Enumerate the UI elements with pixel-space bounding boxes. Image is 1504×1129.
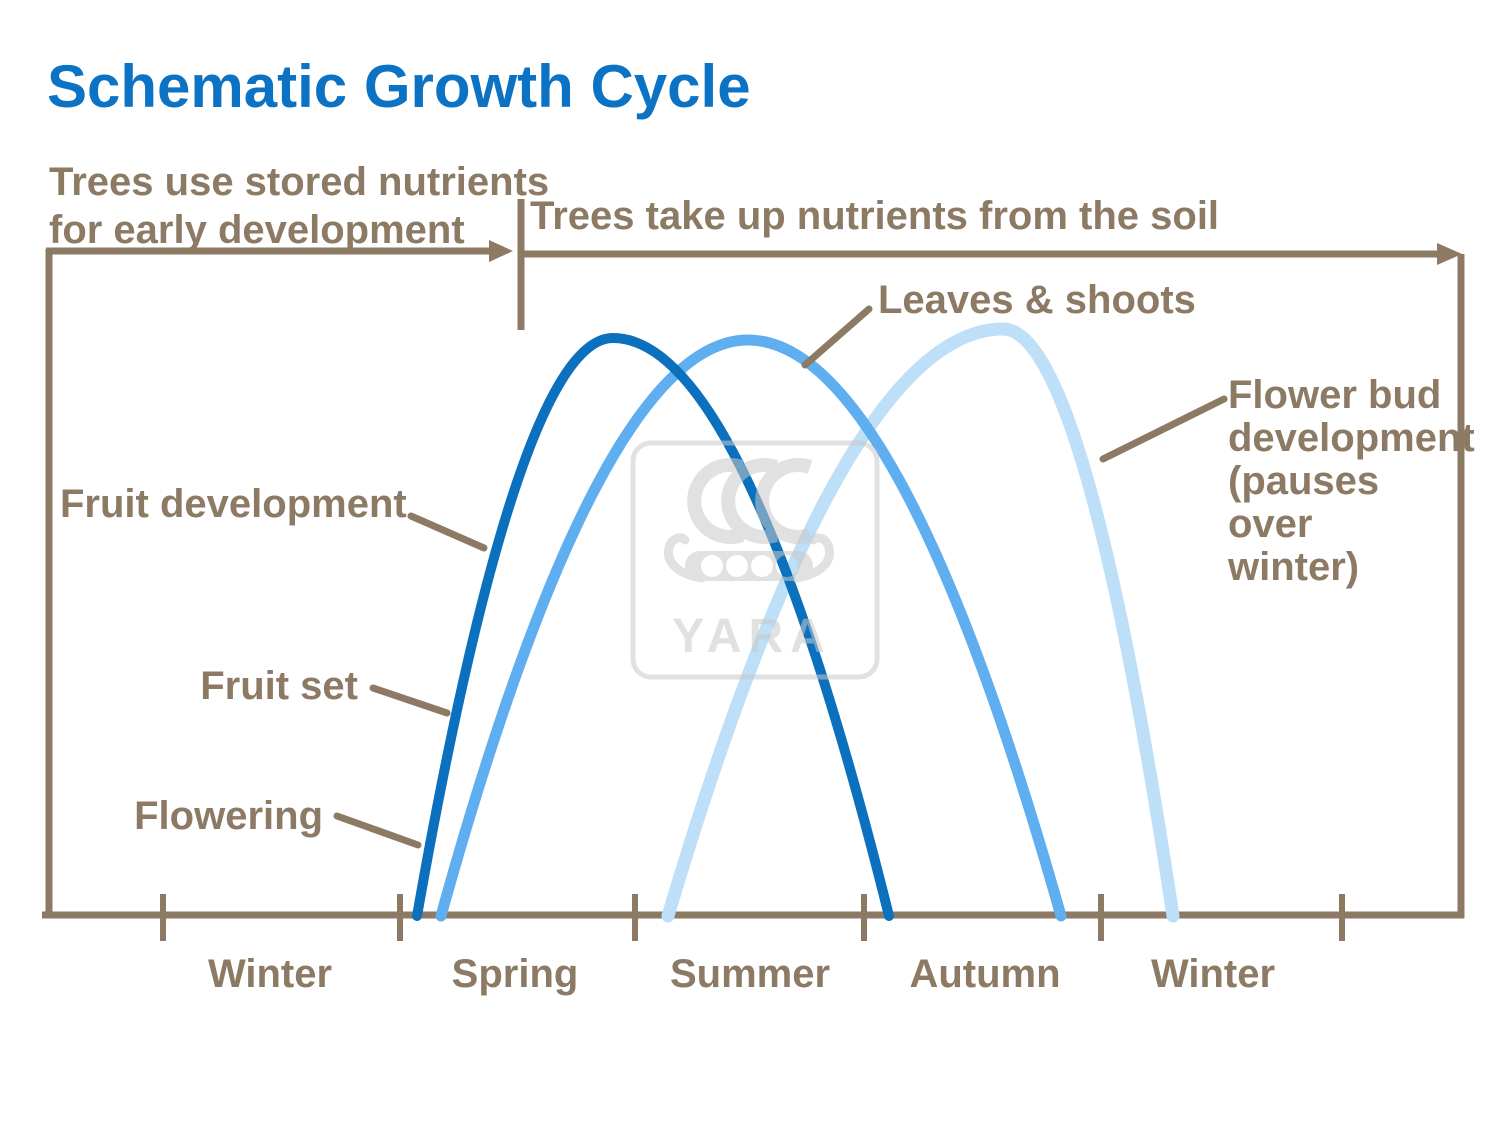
- curve-leaves-shoots: [435, 334, 1067, 922]
- stored-phase-arrow-head-icon: [489, 240, 513, 262]
- season-label-autumn-3: Autumn: [909, 952, 1061, 996]
- season-ticks: [160, 894, 1345, 941]
- stored-nutrients-label: Trees use stored nutrients for early dev…: [49, 160, 550, 252]
- pointer-fruit-development: [407, 512, 488, 552]
- pointer-flowering: [333, 812, 422, 849]
- watermark-frame: [630, 440, 880, 680]
- season-label-winter-4: Winter: [1150, 952, 1276, 996]
- fruit-development-label: Fruit development: [60, 482, 407, 526]
- pointer-flower-bud: [1099, 395, 1228, 463]
- season-label-summer-2: Summer: [669, 952, 831, 996]
- watermark-text: YARA: [672, 610, 832, 663]
- growth-curves: [412, 322, 1180, 923]
- leaves-shoots-label: Leaves & shoots: [878, 278, 1196, 322]
- yara-logo-watermark: YARA: [630, 440, 880, 680]
- uptake-nutrients-label: Trees take up nutrients from the soil: [530, 194, 1220, 238]
- uptake-phase-arrow-head-icon: [1437, 243, 1462, 265]
- frame: [42, 199, 1465, 941]
- flower-bud-label: Flower bud development (pauses over wint…: [1228, 373, 1475, 589]
- season-label-spring-1: Spring: [451, 952, 579, 996]
- ship-hull-icon: [664, 533, 834, 583]
- pointer-leaves-shoots: [801, 305, 873, 369]
- annotation-pointers: [333, 305, 1228, 849]
- flowering-label: Flowering: [134, 794, 323, 838]
- fruit-set-label: Fruit set: [200, 664, 358, 708]
- ship-sails-icon: [687, 458, 813, 544]
- season-label-winter-0: Winter: [207, 952, 333, 996]
- pointer-fruit-set: [369, 684, 451, 717]
- curve-flower-bud: [661, 322, 1180, 923]
- page-title: Schematic Growth Cycle: [47, 53, 751, 120]
- curve-fruit: [412, 332, 894, 921]
